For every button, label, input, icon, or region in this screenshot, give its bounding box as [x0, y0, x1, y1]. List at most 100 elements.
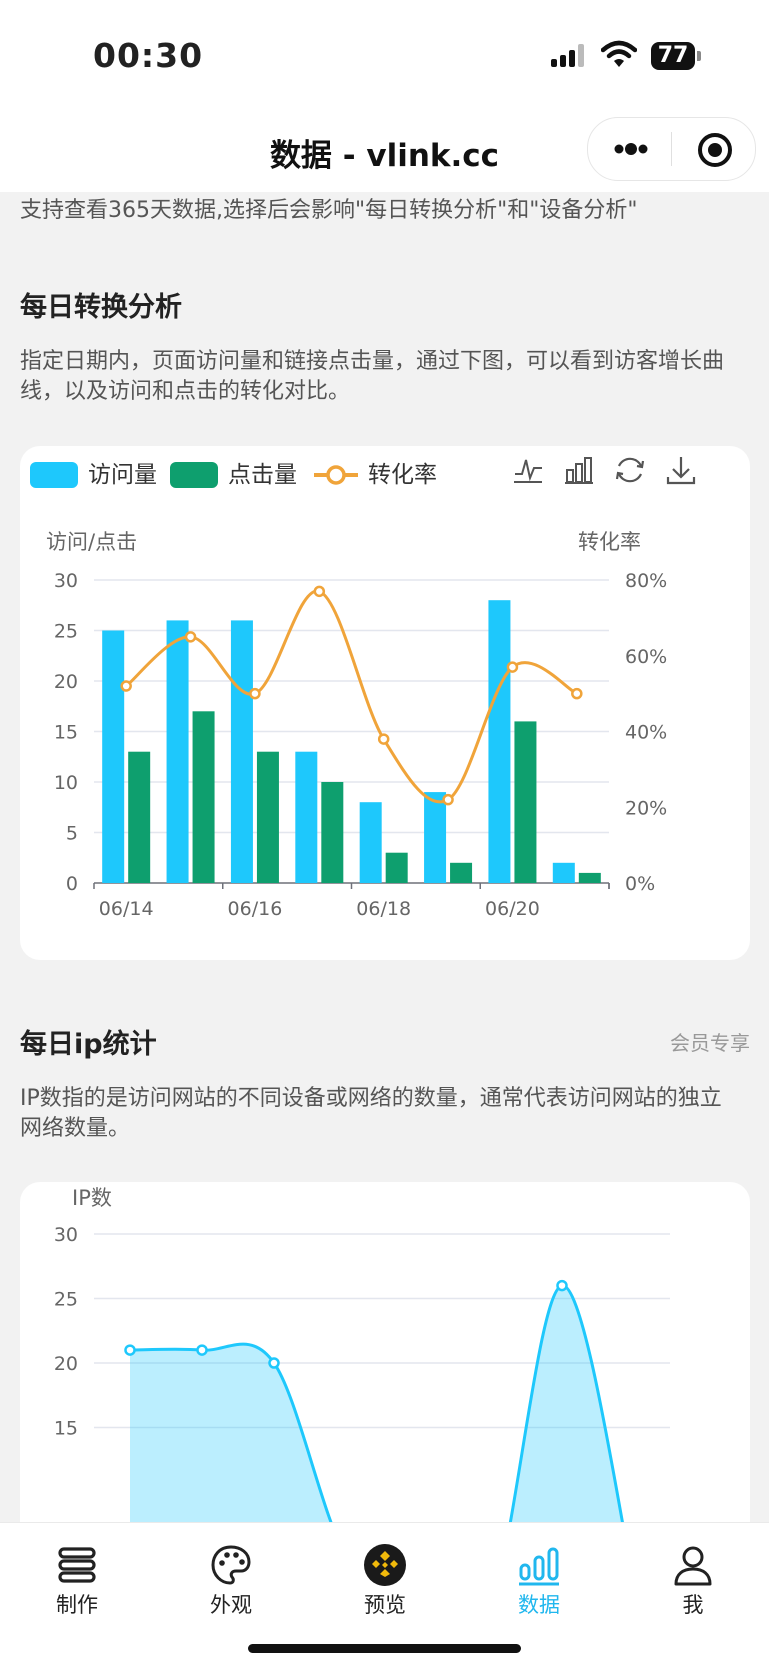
legend-swatch-rate	[314, 465, 358, 485]
bar-chart-icon[interactable]	[563, 454, 595, 486]
bar-clicks	[321, 782, 344, 883]
daily-conversion-description: 指定日期内，页面访问量和链接点击量，通过下图，可以看到访客增长曲线，以及访问和点…	[20, 349, 725, 404]
tab-label-data: 数据	[518, 1593, 560, 1617]
nav-bar: 数据 - vlink.cc	[0, 110, 769, 192]
x-tick-label: 06/18	[356, 898, 411, 920]
y-tick-label: 15	[54, 722, 78, 744]
ip-point	[556, 1279, 568, 1292]
status-time: 00:30	[93, 36, 204, 75]
cellular-signal-icon	[551, 44, 584, 67]
ip-line	[129, 1284, 636, 1582]
conversion-rate-point	[249, 687, 261, 700]
bar-clicks	[385, 852, 408, 883]
status-bar: 00:30 77	[0, 0, 769, 110]
tab-data[interactable]: 数据	[462, 1523, 616, 1623]
y-tick-label: 20	[54, 671, 78, 693]
y2-tick-label: 0%	[625, 873, 655, 895]
battery-indicator: 77	[651, 42, 695, 70]
palette-icon	[211, 1545, 251, 1585]
home-indicator	[248, 1644, 521, 1653]
x-tick-label: 06/16	[228, 898, 283, 920]
mini-program-capsule	[587, 117, 756, 181]
y-tick-label: 0	[66, 873, 78, 895]
conversion-rate-point	[313, 585, 326, 598]
ip-chart: 30 25 20 15	[54, 1224, 670, 1582]
conversion-rate-line	[125, 589, 578, 804]
y-axis-title-left: 访问/点击	[46, 530, 138, 554]
y2-tick-label: 40%	[625, 722, 667, 744]
bar-visits	[552, 862, 575, 883]
date-range-notice: 支持查看365天数据,选择后会影响"每日转换分析"和"设备分析"	[20, 198, 638, 223]
y-tick-label: 30	[54, 570, 78, 592]
tab-appearance[interactable]: 外观	[154, 1523, 308, 1623]
x-tick-label: 06/14	[99, 898, 154, 920]
tab-make[interactable]: 制作	[0, 1523, 154, 1623]
conversion-rate-point	[184, 631, 197, 643]
conversion-rate-point	[442, 793, 454, 806]
bar-visits	[424, 792, 447, 883]
daily-conversion-title: 每日转换分析	[20, 292, 182, 323]
refresh-icon[interactable]	[614, 454, 646, 486]
conversion-rate-point	[506, 661, 519, 673]
legend-swatch-clicks	[170, 462, 218, 488]
legend-label-rate: 转化率	[368, 462, 437, 488]
bar-clicks	[256, 751, 279, 883]
y-tick-label: 25	[54, 621, 78, 643]
tab-me[interactable]: 我	[616, 1523, 769, 1623]
close-target-icon[interactable]	[697, 132, 733, 168]
y-tick-label: 20	[54, 1353, 78, 1375]
legend-label-clicks: 点击量	[228, 462, 297, 488]
bottom-tab-bar: 制作 外观 预览 数据	[0, 1522, 769, 1666]
x-tick-label: 06/20	[485, 898, 540, 920]
tab-label-make: 制作	[56, 1593, 98, 1617]
legend-label-visits: 访问量	[88, 462, 157, 488]
conversion-chart: 0 5 10 15 20 25 30 0% 20% 40% 60% 80% 06/14 06/16 06/1…	[54, 570, 667, 920]
more-icon[interactable]	[614, 140, 648, 158]
battery-cap	[697, 51, 701, 61]
preview-logo-icon	[364, 1544, 406, 1586]
tab-label-appearance: 外观	[210, 1593, 252, 1617]
y-tick-label: 25	[54, 1289, 78, 1311]
bar-clicks	[514, 721, 537, 883]
ip-point	[268, 1357, 280, 1369]
tab-preview[interactable]: 预览	[308, 1523, 462, 1623]
bar-clicks	[128, 751, 151, 883]
bar-visits	[102, 630, 125, 883]
y-tick-label: 30	[54, 1224, 78, 1246]
y-tick-label: 5	[66, 823, 78, 845]
daily-conversion-card: 访问量 点击量 转化率	[20, 446, 750, 960]
y-axis-title-right: 转化率	[578, 530, 641, 554]
ip-point	[196, 1344, 208, 1356]
y2-tick-label: 60%	[625, 646, 667, 668]
bar-visits	[166, 620, 189, 883]
y-tick-label: 15	[54, 1418, 78, 1440]
bar-clicks	[578, 872, 601, 883]
daily-ip-description: IP数指的是访问网站的不同设备或网络的数量，通常代表访问网站的独立网络数量。	[20, 1086, 722, 1141]
ip-point	[124, 1344, 136, 1356]
y2-tick-label: 20%	[625, 797, 667, 819]
wifi-icon	[601, 40, 637, 67]
conversion-rate-point	[120, 680, 132, 692]
ip-y-axis-title: IP数	[72, 1186, 112, 1210]
tab-label-preview: 预览	[364, 1593, 406, 1617]
ip-area-fill	[130, 1285, 634, 1582]
download-icon[interactable]	[665, 454, 697, 486]
daily-ip-title: 每日ip统计	[20, 1029, 157, 1060]
page-title: 数据 - vlink.cc	[269, 138, 500, 174]
y-tick-label: 10	[54, 772, 78, 794]
line-chart-icon[interactable]	[512, 454, 544, 486]
bar-clicks	[192, 711, 215, 883]
layers-icon	[58, 1547, 96, 1583]
bar-chart-icon	[519, 1547, 559, 1586]
bar-clicks	[450, 862, 473, 883]
legend-swatch-visits	[30, 462, 78, 488]
conversion-rate-point	[377, 733, 390, 745]
daily-ip-card: IP数 30 25 20 15	[20, 1182, 750, 1582]
bar-visits	[295, 751, 318, 883]
person-icon	[674, 1546, 712, 1586]
capsule-divider	[671, 132, 672, 166]
member-only-badge[interactable]: 会员专享	[670, 1031, 750, 1055]
bar-visits	[488, 600, 511, 883]
bar-visits	[359, 802, 382, 883]
conversion-rate-point	[571, 687, 583, 700]
